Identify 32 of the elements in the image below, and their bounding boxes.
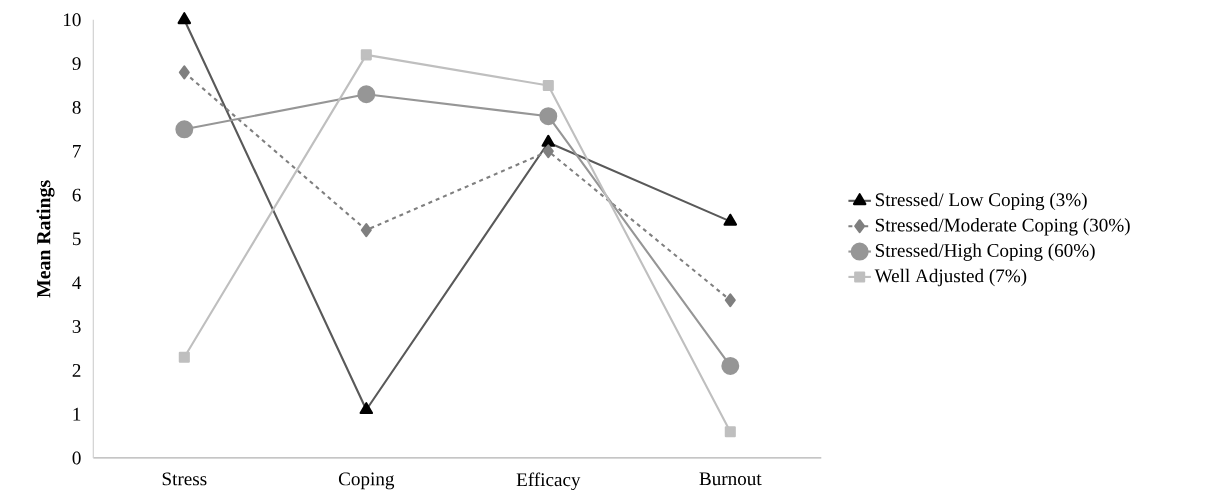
point xyxy=(724,426,736,438)
y-tick-label: 3 xyxy=(72,320,81,334)
y-tick-label: 10 xyxy=(63,13,81,27)
point xyxy=(360,223,372,238)
x-tick-label: Stress xyxy=(162,472,207,486)
legend-label: Stressed/High Coping (60%) xyxy=(875,243,1095,262)
point xyxy=(721,357,740,376)
y-tick-label: 0 xyxy=(72,451,81,465)
y-tick-label: 4 xyxy=(72,276,82,290)
point xyxy=(357,85,376,104)
x-tick-label: Burnout xyxy=(699,472,762,486)
y-tick-label: 1 xyxy=(73,408,81,421)
point xyxy=(539,107,558,126)
x-tick-label: Coping xyxy=(338,472,395,490)
y-tick-label: 5 xyxy=(72,232,81,246)
y-tick-label: 6 xyxy=(72,188,81,202)
point xyxy=(542,144,554,159)
y-tick-label: 8 xyxy=(72,101,81,115)
point xyxy=(175,120,194,139)
point xyxy=(724,293,736,308)
y-tick-label: 9 xyxy=(72,57,81,71)
point xyxy=(360,49,372,61)
x-tick-label: Efficacy xyxy=(516,472,581,491)
legend-label: Stressed/Moderate Coping (30%) xyxy=(875,218,1130,236)
y-axis-title: Mean Ratings xyxy=(36,180,55,298)
legend-label: Well Adjusted (7%) xyxy=(874,269,1027,287)
y-tick-label: 2 xyxy=(72,364,81,377)
point xyxy=(178,65,190,80)
point xyxy=(542,80,554,92)
point xyxy=(178,351,190,363)
legend-label: Stressed/ Low Coping (3%) xyxy=(875,192,1087,211)
y-tick-label: 7 xyxy=(73,145,81,158)
